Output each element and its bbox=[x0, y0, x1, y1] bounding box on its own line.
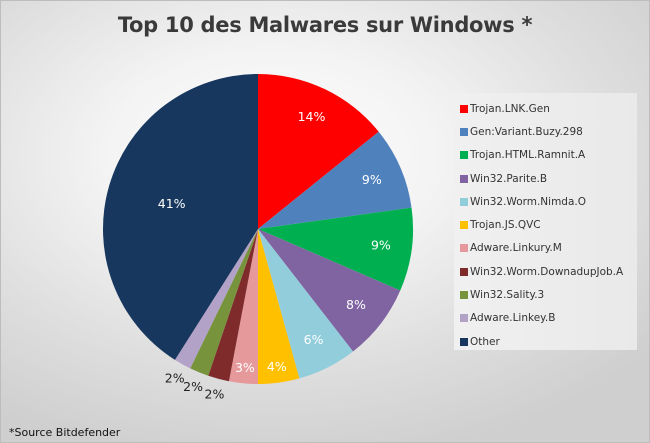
pie-slice bbox=[258, 229, 354, 379]
pie-slice bbox=[258, 74, 379, 229]
slice-label: 6% bbox=[304, 332, 324, 347]
legend-swatch bbox=[460, 174, 468, 183]
chart-legend: Trojan.LNK.Gen Gen:Variant.Buzy.298 Trojan… bbox=[454, 93, 637, 350]
legend-item: Win32.Parite.B bbox=[460, 167, 637, 190]
pie-slice bbox=[103, 74, 258, 360]
slice-label: 8% bbox=[346, 297, 366, 312]
legend-label: Trojan.LNK.Gen bbox=[470, 102, 550, 115]
slice-label: 9% bbox=[371, 238, 391, 253]
source-footnote: *Source Bitdefender bbox=[9, 426, 121, 439]
legend-label: Adware.Linkey.B bbox=[470, 312, 556, 325]
pie-slice bbox=[228, 229, 258, 384]
legend-label: Other bbox=[470, 335, 500, 348]
legend-label: Win32.Sality.3 bbox=[470, 289, 545, 302]
slice-label: 2% bbox=[183, 379, 203, 394]
legend-item: Win32.Sality.3 bbox=[460, 283, 637, 306]
legend-label: Adware.Linkury.M bbox=[470, 242, 562, 255]
slice-label: 9% bbox=[362, 172, 382, 187]
pie-slice bbox=[174, 229, 258, 369]
legend-item: Trojan.JS.QVC bbox=[460, 213, 637, 236]
legend-label: Trojan.JS.QVC bbox=[470, 219, 541, 232]
legend-swatch bbox=[460, 221, 468, 230]
slice-label: 2% bbox=[205, 386, 225, 401]
legend-item: Trojan.HTML.Ramnit.A bbox=[460, 144, 637, 167]
legend-item: Adware.Linkey.B bbox=[460, 307, 637, 330]
legend-label: Trojan.HTML.Ramnit.A bbox=[470, 149, 586, 162]
legend-swatch bbox=[460, 337, 468, 346]
pie-slice bbox=[258, 229, 300, 384]
legend-swatch bbox=[460, 267, 468, 276]
legend-label: Win32.Worm.DownadupJob.A bbox=[470, 265, 624, 278]
legend-swatch bbox=[460, 314, 468, 323]
legend-item: Adware.Linkury.M bbox=[460, 237, 637, 260]
chart-title: Top 10 des Malwares sur Windows * bbox=[117, 13, 533, 37]
pie-slice bbox=[258, 207, 413, 291]
legend-swatch bbox=[460, 151, 468, 160]
legend-swatch bbox=[460, 244, 468, 253]
legend-item: Gen:Variant.Buzy.298 bbox=[460, 120, 637, 143]
legend-swatch bbox=[460, 127, 468, 136]
slice-label: 4% bbox=[267, 359, 287, 374]
pie-slice bbox=[258, 131, 412, 229]
legend-swatch bbox=[460, 197, 468, 206]
legend-item: Trojan.LNK.Gen bbox=[460, 97, 637, 120]
legend-swatch bbox=[460, 291, 468, 300]
legend-label: Gen:Variant.Buzy.298 bbox=[470, 125, 583, 138]
slice-label: 41% bbox=[158, 196, 186, 211]
slice-label: 14% bbox=[298, 109, 326, 124]
legend-swatch bbox=[460, 104, 468, 113]
legend-label: Win32.Worm.Nimda.O bbox=[470, 195, 587, 208]
legend-label: Win32.Parite.B bbox=[470, 172, 548, 185]
pie-slice bbox=[208, 229, 258, 382]
legend-item: Other bbox=[460, 330, 637, 353]
legend-item: Win32.Worm.DownadupJob.A bbox=[460, 260, 637, 283]
pie-slice bbox=[190, 229, 258, 376]
slice-label: 2% bbox=[165, 370, 185, 385]
pie-slice bbox=[258, 229, 401, 352]
legend-item: Win32.Worm.Nimda.O bbox=[460, 190, 637, 213]
slice-label: 3% bbox=[235, 360, 255, 375]
